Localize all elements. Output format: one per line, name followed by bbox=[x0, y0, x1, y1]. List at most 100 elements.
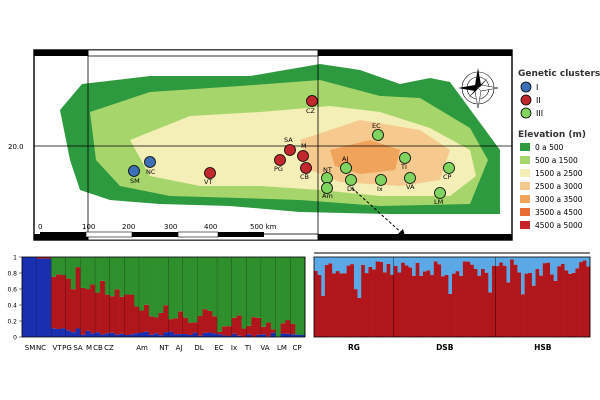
bar-segment-ii bbox=[353, 289, 358, 337]
elevation-label: 1500 a 2500 bbox=[535, 169, 583, 178]
bar-segment-i bbox=[90, 333, 96, 337]
bar-segment-ii bbox=[90, 284, 96, 334]
bar-segment-ii bbox=[65, 278, 72, 331]
elevation-legend-title: Elevation (m) bbox=[518, 130, 586, 140]
bar-segment-i bbox=[246, 334, 252, 337]
bar-segment-iii bbox=[187, 257, 194, 323]
bar-segment-other bbox=[419, 257, 424, 276]
bar-segment-other bbox=[390, 257, 395, 275]
bar-segment-other bbox=[473, 257, 478, 269]
cluster-label: I bbox=[536, 83, 538, 92]
site-marker-va bbox=[404, 172, 416, 184]
bar-segment-iii bbox=[217, 257, 223, 332]
elevation-label: 3500 a 4500 bbox=[535, 208, 583, 217]
bar-segment-ii bbox=[582, 260, 587, 337]
bar-segment-other bbox=[321, 257, 326, 296]
bar-segment-ii bbox=[426, 270, 431, 337]
bar-segment-other bbox=[550, 257, 554, 275]
bar-segment-ii bbox=[163, 305, 169, 333]
bar-segment-ii bbox=[124, 294, 130, 336]
population-label-ix: Ix bbox=[231, 344, 237, 352]
group-label-rg: RG bbox=[348, 343, 360, 352]
bar-segment-ii bbox=[202, 309, 208, 333]
bar-segment-ii bbox=[346, 265, 351, 337]
bar-segment-other bbox=[459, 257, 464, 277]
bar-segment-other bbox=[386, 257, 391, 264]
bar-segment-ii bbox=[571, 272, 576, 337]
bar-segment-iii bbox=[109, 257, 116, 297]
bar-segment-ii bbox=[372, 269, 377, 337]
bar-segment-other bbox=[422, 257, 427, 272]
bar-segment-i bbox=[217, 334, 223, 337]
bar-segment-i bbox=[236, 335, 242, 337]
bar-segment-other bbox=[575, 257, 580, 269]
cluster-label: III bbox=[536, 109, 543, 118]
bar-segment-iii bbox=[51, 257, 57, 277]
bar-segment-ii bbox=[265, 322, 272, 337]
bar-segment-i bbox=[192, 332, 198, 337]
cluster-label: II bbox=[536, 96, 541, 105]
scale-bar: 0 100 200 300 400 500 km bbox=[38, 223, 277, 238]
bar-segment-ii bbox=[542, 263, 547, 337]
bar-segment-i bbox=[290, 334, 296, 337]
bar-segment-other bbox=[524, 257, 529, 274]
site-label-pg: PG bbox=[274, 165, 283, 173]
scale-tick-label: 300 bbox=[164, 223, 177, 231]
bar-segment-ii bbox=[95, 292, 101, 333]
elevation-label: 500 a 1500 bbox=[535, 156, 578, 165]
bar-segment-ii bbox=[231, 317, 237, 334]
bar-segment-iii bbox=[124, 257, 130, 295]
bar-segment-i bbox=[36, 258, 42, 337]
site-marker-ec bbox=[372, 129, 384, 141]
bar-segment-i bbox=[295, 334, 301, 337]
elevation-label: 3000 a 3500 bbox=[535, 195, 583, 204]
bar-segment-ii bbox=[246, 325, 252, 335]
bar-segment-other bbox=[350, 257, 355, 265]
bar-segment-other bbox=[393, 257, 398, 266]
site-label-sa: SA bbox=[284, 136, 293, 144]
bar-segment-ii bbox=[564, 270, 569, 337]
arrowhead-icon bbox=[398, 229, 405, 236]
map-panel: 20.0 0 100 200 300 400 500 km SM NC VT PG SA M CB CZ… bbox=[8, 49, 513, 241]
site-marker-nt bbox=[321, 172, 333, 184]
population-label-dl: DL bbox=[194, 344, 203, 352]
bar-segment-other bbox=[404, 257, 409, 266]
bar-segment-ii bbox=[148, 316, 155, 335]
bar-segment-ii bbox=[114, 289, 120, 335]
bar-segment-ii bbox=[495, 266, 500, 337]
bar-segment-i bbox=[75, 328, 81, 337]
bar-segment-i bbox=[187, 334, 194, 337]
bar-segment-ii bbox=[412, 275, 416, 337]
bar-segment-iii bbox=[226, 257, 233, 327]
site-marker-lm bbox=[434, 187, 446, 199]
bar-segment-other bbox=[379, 257, 384, 262]
bar-segment-i bbox=[51, 328, 57, 337]
bar-segment-ii bbox=[422, 271, 427, 337]
bar-segment-ii bbox=[430, 275, 435, 337]
bar-segment-i bbox=[56, 329, 62, 337]
site-label-ti: TI bbox=[400, 163, 407, 171]
bar-segment-i bbox=[143, 331, 150, 337]
bar-segment-ii bbox=[404, 265, 409, 337]
bar-segment-ii bbox=[393, 265, 398, 337]
bar-segment-ii bbox=[178, 311, 184, 335]
bar-segment-ii bbox=[270, 329, 277, 333]
bar-segment-ii bbox=[158, 312, 164, 336]
bar-segment-ii bbox=[36, 257, 42, 259]
bar-segment-i bbox=[134, 333, 140, 337]
bar-segment-other bbox=[339, 257, 344, 274]
bar-segment-ii bbox=[139, 310, 145, 333]
bar-segment-ii bbox=[143, 304, 150, 332]
bar-segment-i bbox=[104, 333, 111, 337]
bar-segment-ii bbox=[56, 274, 62, 330]
site-marker-dl bbox=[345, 174, 357, 186]
bar-segment-other bbox=[433, 257, 438, 262]
bar-segment-other bbox=[542, 257, 547, 264]
bar-segment-ii bbox=[470, 264, 475, 337]
bar-segment-i bbox=[231, 333, 237, 337]
site-marker-cb bbox=[300, 162, 312, 174]
bar-segment-ii bbox=[168, 319, 174, 332]
population-label-nt: NT bbox=[159, 344, 169, 352]
site-marker-pg bbox=[274, 154, 286, 166]
bar-segment-i bbox=[285, 333, 291, 337]
